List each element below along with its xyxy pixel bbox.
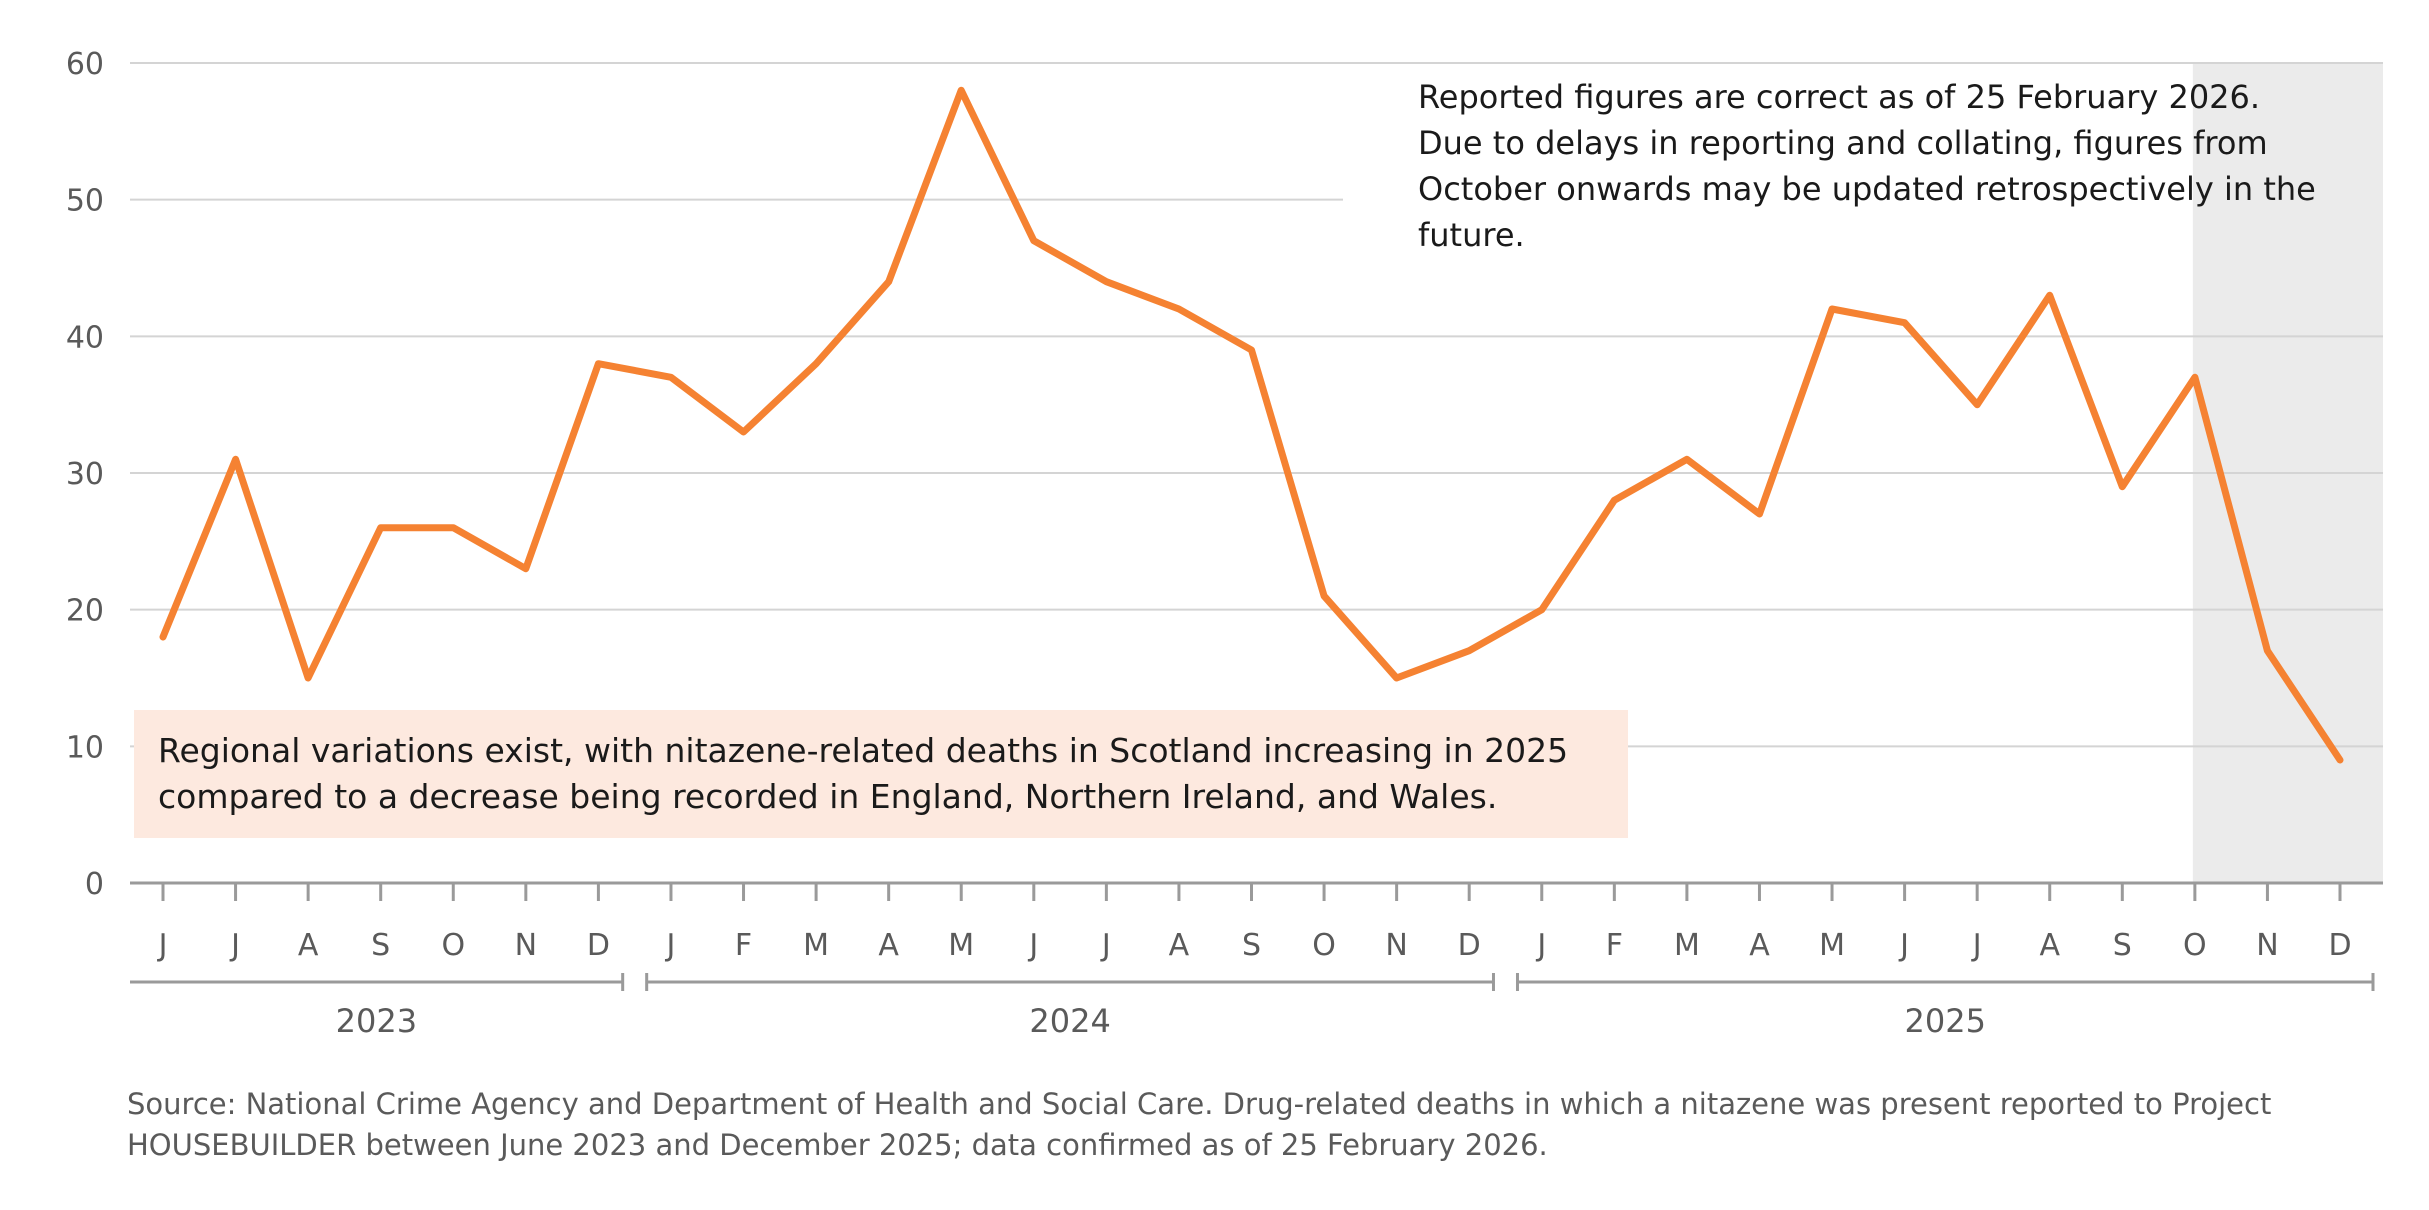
y-tick-label: 60 (66, 47, 104, 82)
note-line: October onwards may be updated retrospec… (1418, 170, 2316, 208)
year-label: 2023 (336, 1002, 417, 1040)
y-tick-label: 30 (66, 457, 104, 492)
callout-line: compared to a decrease being recorded in… (158, 777, 1498, 816)
x-tick-label: N (515, 928, 537, 963)
x-tick-label: N (1385, 928, 1407, 963)
y-tick-label: 0 (85, 867, 104, 902)
x-tick-label: M (1819, 928, 1845, 963)
x-tick-label: J (1971, 928, 1982, 963)
note-line: Due to delays in reporting and collating… (1418, 124, 2268, 162)
x-tick-label: M (1674, 928, 1700, 963)
x-tick-label: D (587, 928, 610, 963)
x-tick-label: S (1242, 928, 1261, 963)
x-tick-label: S (2113, 928, 2132, 963)
x-tick-label: J (665, 928, 676, 963)
x-tick-label: D (1458, 928, 1481, 963)
y-tick-label: 20 (66, 594, 104, 629)
x-tick-label: N (2256, 928, 2278, 963)
x-tick-label: J (1027, 928, 1038, 963)
x-tick-label: J (1898, 928, 1909, 963)
x-tick-label: A (1169, 928, 1190, 963)
y-tick-label: 50 (66, 184, 104, 219)
reporting-note: Reported figures are correct as of 25 Fe… (1418, 74, 2378, 258)
year-label: 2025 (1905, 1002, 1986, 1040)
note-line: future. (1418, 216, 1525, 254)
x-tick-label: O (2183, 928, 2207, 963)
x-tick-label: J (1535, 928, 1546, 963)
x-tick-label: J (229, 928, 240, 963)
y-tick-label: 10 (66, 730, 104, 765)
regional-variations-callout: Regional variations exist, with nitazene… (134, 710, 1628, 838)
x-tick-label: F (1606, 928, 1623, 963)
source-line: Source: National Crime Agency and Depart… (127, 1087, 2272, 1121)
x-tick-label: A (298, 928, 319, 963)
x-tick-label: F (735, 928, 752, 963)
note-line: Reported figures are correct as of 25 Fe… (1418, 78, 2261, 116)
source-line: HOUSEBUILDER between June 2023 and Decem… (127, 1128, 1548, 1162)
callout-line: Regional variations exist, with nitazene… (158, 731, 1569, 770)
x-tick-label: J (157, 928, 168, 963)
source-note: Source: National Crime Agency and Depart… (127, 1084, 2407, 1166)
year-label: 2024 (1029, 1002, 1110, 1040)
x-tick-label: M (803, 928, 829, 963)
x-tick-label: A (878, 928, 899, 963)
x-tick-label: J (1100, 928, 1111, 963)
y-tick-label: 40 (66, 320, 104, 355)
x-tick-label: O (1312, 928, 1336, 963)
x-tick-label: A (1749, 928, 1770, 963)
deaths-series-line (159, 86, 2344, 764)
x-tick-label: M (948, 928, 974, 963)
x-tick-label: O (441, 928, 465, 963)
x-tick-label: D (2328, 928, 2351, 963)
x-tick-label: A (2039, 928, 2060, 963)
x-tick-label: S (371, 928, 390, 963)
